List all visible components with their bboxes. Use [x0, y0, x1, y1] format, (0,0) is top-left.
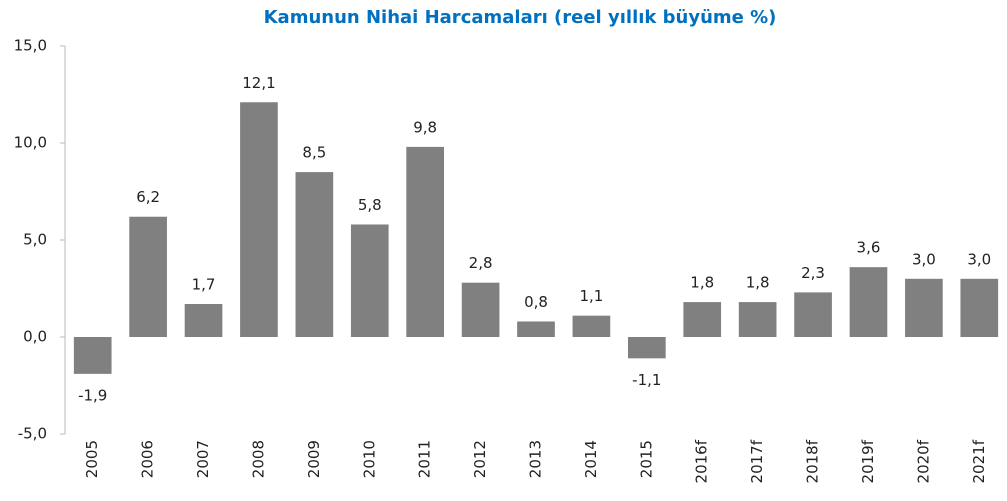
x-tick-label: 2016f	[693, 439, 711, 483]
x-tick-label: 2020f	[914, 439, 932, 483]
value-label: 1,8	[746, 274, 770, 292]
x-tick-label: 2015	[637, 440, 655, 478]
bar	[683, 302, 722, 337]
bar	[350, 224, 389, 337]
x-tick-label: 2017f	[748, 439, 766, 483]
bar	[794, 292, 832, 337]
bar	[240, 102, 278, 337]
bar	[572, 315, 611, 337]
value-label: 1,7	[192, 276, 216, 294]
value-label: 0,8	[524, 293, 548, 311]
value-label: -1,9	[78, 386, 107, 404]
value-label: 1,8	[690, 274, 714, 292]
value-label: 2,8	[469, 254, 493, 272]
value-label: 1,1	[579, 287, 603, 305]
y-tick-label: -5,0	[18, 425, 47, 443]
y-tick-label: 5,0	[23, 231, 47, 249]
bar	[738, 302, 777, 337]
x-tick-label: 2010	[360, 440, 378, 478]
x-tick-label: 2007	[194, 440, 212, 478]
value-label: 9,8	[413, 118, 437, 136]
x-tick-label: 2008	[249, 440, 267, 478]
chart-title: Kamunun Nihai Harcamaları (reel yıllık b…	[264, 7, 777, 28]
bar	[905, 278, 943, 337]
bar	[129, 216, 167, 337]
bar	[295, 172, 334, 337]
value-label: 6,2	[136, 188, 160, 206]
value-label: 3,0	[967, 250, 991, 268]
x-tick-label: 2006	[139, 440, 157, 478]
bar	[627, 337, 666, 359]
value-label: 5,8	[358, 196, 382, 214]
y-tick-label: 0,0	[23, 328, 47, 346]
bar	[73, 337, 112, 374]
y-tick-label: 15,0	[14, 37, 47, 55]
x-tick-label: 2005	[83, 440, 101, 478]
value-label: 3,0	[912, 250, 936, 268]
x-tick-label: 2011	[416, 440, 434, 478]
value-label: 8,5	[302, 144, 326, 162]
bar	[184, 304, 223, 337]
bar	[517, 321, 555, 337]
value-label: 12,1	[242, 74, 275, 92]
x-tick-label: 2013	[527, 440, 545, 478]
x-tick-label: 2009	[305, 440, 323, 478]
x-tick-label: 2018f	[804, 439, 822, 483]
bar	[406, 146, 445, 337]
y-tick-label: 10,0	[14, 134, 47, 152]
value-label: 2,3	[801, 264, 825, 282]
value-label: -1,1	[632, 371, 661, 389]
bar	[849, 267, 888, 337]
x-tick-label: 2021f	[970, 439, 988, 483]
value-label: 3,6	[857, 239, 881, 257]
x-tick-label: 2014	[582, 440, 600, 478]
x-tick-label: 2019f	[859, 439, 877, 483]
bar	[461, 282, 500, 337]
bar	[960, 278, 999, 337]
x-tick-label: 2012	[471, 440, 489, 478]
